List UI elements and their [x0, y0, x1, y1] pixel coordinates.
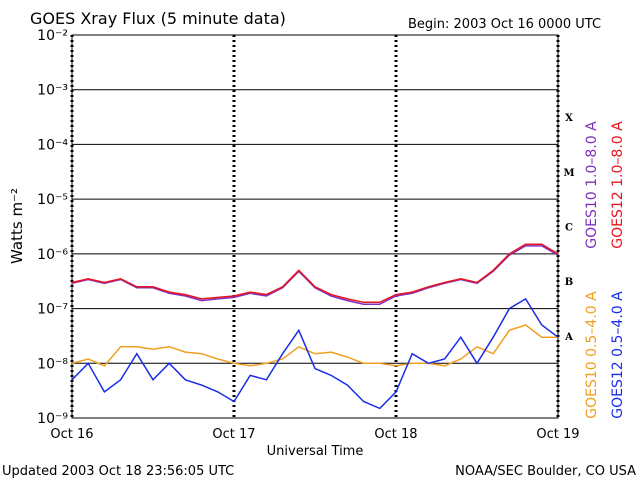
y-tick-label: 10⁻⁸ [37, 356, 68, 372]
flare-class-label: X [565, 113, 573, 124]
y-tick-label: 10⁻⁶ [37, 247, 68, 263]
legend-entry: GOES12 1.0–8.0 A [610, 121, 626, 249]
x-tick-label: Oct 17 [212, 427, 255, 442]
x-tick-label: Oct 19 [536, 427, 579, 442]
footer-right: NOAA/SEC Boulder, CO USA [455, 464, 636, 479]
plot-frame [71, 34, 559, 419]
series-line [71, 324, 558, 367]
flare-class-label: A [564, 332, 573, 343]
y-tick-label: 10⁻⁷ [37, 302, 68, 318]
x-tick-label: Oct 18 [374, 427, 417, 442]
y-tick-label: 10⁻⁹ [37, 411, 68, 427]
chart-title: GOES Xray Flux (5 minute data) [30, 9, 286, 28]
y-tick-label: 10⁻³ [37, 83, 68, 99]
flare-class-label: M [563, 168, 574, 179]
y-axis-label: Watts m⁻² [8, 188, 26, 264]
series-line [71, 245, 559, 305]
series-line [71, 297, 559, 410]
y-tick-label: 10⁻⁴ [37, 137, 68, 153]
flare-class-label: C [565, 223, 573, 234]
footer-left: Updated 2003 Oct 18 23:56:05 UTC [2, 464, 234, 479]
x-axis-label: Universal Time [267, 444, 364, 459]
y-tick-label: 10⁻⁵ [37, 192, 68, 208]
x-tick-label: Oct 16 [50, 427, 93, 442]
legend-entry: GOES10 1.0–8.0 A [584, 121, 600, 249]
legend-entry: GOES10 0.5–4.0 A [584, 291, 600, 419]
y-tick-label: 10⁻² [37, 28, 68, 44]
legend-entry: GOES12 0.5–4.0 A [610, 291, 626, 419]
chart-subtitle: Begin: 2003 Oct 16 0000 UTC [408, 17, 601, 32]
flare-class-label: B [565, 277, 573, 288]
series-line [71, 243, 559, 304]
